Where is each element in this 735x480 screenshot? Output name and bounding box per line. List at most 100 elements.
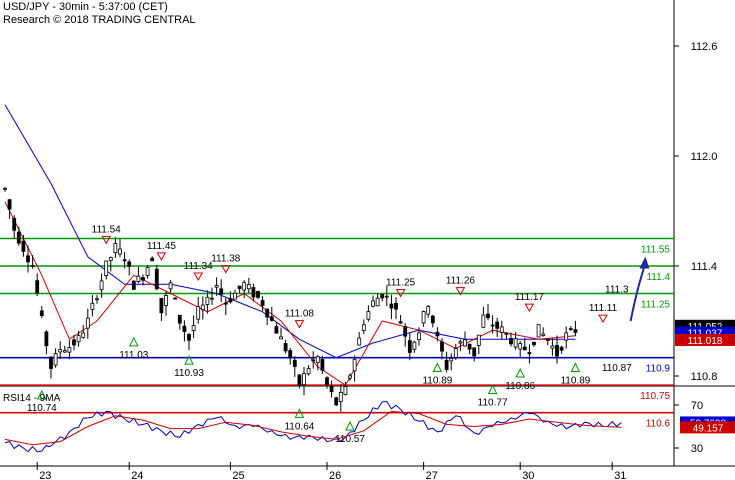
candle-body <box>476 334 481 346</box>
support-marker <box>487 384 498 394</box>
candle-body <box>315 356 320 363</box>
price-candles <box>3 187 578 412</box>
resistance-marker <box>220 265 231 274</box>
date-tick-label: 23 <box>39 470 51 480</box>
candle-body <box>182 325 187 332</box>
candle-body <box>394 303 398 310</box>
date-tick-label: 26 <box>329 470 341 480</box>
candle-body <box>168 282 173 290</box>
candle-body <box>403 326 408 337</box>
level-label: 110.9 <box>646 364 671 375</box>
candle-body <box>467 343 472 350</box>
support-marker <box>294 408 305 418</box>
price-tick-label: 112.6 <box>691 41 718 53</box>
candle-body <box>361 324 366 331</box>
candle-body <box>62 350 67 353</box>
chart-title: USD/JPY - 30min - 5:37:00 (CET) <box>3 1 168 13</box>
candle-body <box>513 338 518 348</box>
support-marker <box>36 389 47 400</box>
candle-body <box>573 329 578 333</box>
candle-body <box>297 374 302 387</box>
peak-label: 111.26 <box>446 276 476 287</box>
date-axis: 23 24 25 26 27 30 31 <box>36 462 626 480</box>
candle-body <box>246 284 251 290</box>
candle-body <box>76 335 81 343</box>
value-label: 111.3 <box>605 284 629 295</box>
price-axis: 112.6112.0111.4110.8111.052111.037111.01… <box>674 41 735 383</box>
candle-body <box>495 321 500 329</box>
candle-body <box>260 300 265 306</box>
candle-body <box>357 337 362 346</box>
candle-body <box>141 277 145 281</box>
forecast-arrowhead <box>639 256 650 269</box>
candle-body <box>196 306 201 320</box>
candle-body <box>44 331 49 347</box>
resistance-marker <box>598 314 608 324</box>
resistance-marker <box>156 252 167 261</box>
candle-body <box>242 282 247 291</box>
candle-body <box>21 240 26 252</box>
level-label: 110.6 <box>646 419 671 430</box>
candle-body <box>49 356 53 369</box>
candle-body <box>545 339 550 342</box>
candle-body <box>16 231 21 244</box>
candle-body <box>532 341 536 346</box>
candle-body <box>81 332 86 338</box>
candle-body <box>371 300 375 307</box>
support-marker <box>345 421 355 431</box>
peak-label: 111.25 <box>386 278 416 289</box>
candle-body <box>122 259 127 262</box>
candle-body <box>527 352 532 355</box>
rsi-value-label: 49.157 <box>693 423 724 434</box>
candle-body <box>104 260 109 276</box>
candle-body <box>154 268 159 290</box>
peak-label: 111.08 <box>285 309 315 320</box>
candle-body <box>352 358 357 372</box>
candle-body <box>306 368 311 375</box>
candle-body <box>334 397 339 406</box>
candle-body <box>481 314 486 328</box>
candle-body <box>35 280 40 294</box>
candle-body <box>444 359 449 370</box>
candle-body <box>499 326 504 333</box>
candle-body <box>237 285 242 290</box>
value-label: 110.87 <box>602 363 632 374</box>
candle-body <box>58 349 63 353</box>
trough-label: 110.89 <box>560 376 590 387</box>
candle-body <box>329 385 334 393</box>
candle-body <box>458 341 463 344</box>
date-tick-label: 27 <box>426 470 438 480</box>
candle-body <box>288 350 293 359</box>
candle-body <box>568 328 573 330</box>
rsi-line <box>4 400 622 453</box>
level-label: 111.55 <box>641 245 671 256</box>
support-marker <box>570 362 581 372</box>
candle-body <box>173 297 178 300</box>
candle-body <box>555 344 559 357</box>
candle-body <box>283 343 288 352</box>
candle-body <box>136 275 141 283</box>
candle-body <box>449 358 454 362</box>
peak-label: 111.38 <box>211 254 241 265</box>
price-tag <box>675 334 735 347</box>
rsi-tick-label: 30 <box>691 443 703 455</box>
trough-label: 110.57 <box>335 434 365 445</box>
candle-body <box>302 373 306 386</box>
candle-body <box>541 333 546 336</box>
candle-body <box>53 353 58 366</box>
candle-body <box>30 265 35 268</box>
candle-body <box>150 257 155 262</box>
candle-body <box>269 316 274 321</box>
candle-body <box>380 294 385 299</box>
candle-body <box>279 336 283 340</box>
resistance-marker <box>193 272 204 282</box>
candle-body <box>490 324 495 327</box>
candle-body <box>292 359 297 367</box>
candle-body <box>210 297 214 300</box>
candle-body <box>421 311 426 324</box>
candle-body <box>256 291 260 298</box>
candle-body <box>320 359 325 371</box>
resistance-marker <box>101 235 112 245</box>
